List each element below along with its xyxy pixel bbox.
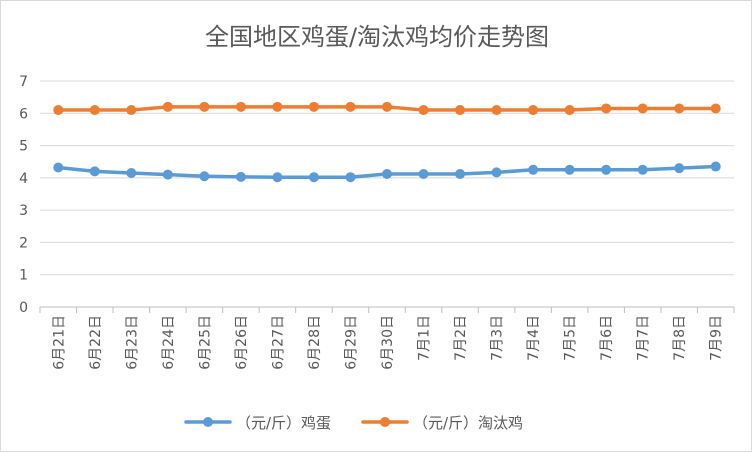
x-tick-label: 6月23日 xyxy=(124,315,140,370)
x-tick-label: 7月5日 xyxy=(563,315,579,361)
data-point xyxy=(455,105,466,116)
data-point xyxy=(308,172,319,183)
data-point xyxy=(564,164,575,175)
data-point xyxy=(199,101,210,112)
data-point xyxy=(53,105,64,116)
legend-swatch-marker xyxy=(203,417,213,427)
data-point xyxy=(89,105,100,116)
x-tick-label: 6月21日 xyxy=(51,315,67,370)
chart-title: 全国地区鸡蛋/淘汰鸡均价走势图 xyxy=(205,23,549,51)
data-point xyxy=(491,105,502,116)
data-point xyxy=(272,172,283,183)
data-point xyxy=(126,168,137,179)
data-point xyxy=(528,164,539,175)
data-point xyxy=(162,101,173,112)
data-point xyxy=(272,101,283,112)
x-tick-label: 7月8日 xyxy=(672,315,688,361)
x-tick-label: 7月3日 xyxy=(490,315,506,361)
legend-label: （元/斤）淘汰鸡 xyxy=(413,414,523,432)
data-point xyxy=(674,163,685,174)
data-point xyxy=(455,168,466,179)
data-point xyxy=(418,168,429,179)
x-tick-label: 6月22日 xyxy=(88,315,104,370)
x-tick-label: 7月9日 xyxy=(709,315,725,361)
x-tick-label: 6月26日 xyxy=(234,315,250,370)
x-tick-label: 6月30日 xyxy=(380,315,396,370)
x-tick-label: 6月24日 xyxy=(161,315,177,370)
x-tick-label: 7月4日 xyxy=(526,315,542,361)
data-point xyxy=(601,164,612,175)
data-point xyxy=(710,161,721,172)
data-point xyxy=(418,105,429,116)
data-point xyxy=(345,101,356,112)
x-tick-label: 6月25日 xyxy=(197,315,213,370)
legend-label: （元/斤）鸡蛋 xyxy=(236,414,331,432)
data-point xyxy=(491,167,502,178)
data-point xyxy=(53,162,64,173)
data-point xyxy=(308,101,319,112)
data-point xyxy=(382,101,392,112)
data-point xyxy=(89,166,100,177)
x-tick-label: 7月7日 xyxy=(636,315,652,361)
grid-lines xyxy=(40,80,734,276)
legend: （元/斤）鸡蛋 （元/斤）淘汰鸡 xyxy=(184,414,523,432)
y-tick-label: 4 xyxy=(19,171,28,187)
series-layer xyxy=(53,101,721,183)
data-point xyxy=(345,172,356,183)
y-tick-label: 6 xyxy=(19,106,28,122)
x-tick-label: 6月28日 xyxy=(307,315,323,370)
x-tick-label: 7月2日 xyxy=(453,315,469,361)
y-tick-label: 5 xyxy=(19,139,28,155)
data-point xyxy=(637,164,648,175)
data-point xyxy=(601,103,612,114)
x-tick-label: 6月27日 xyxy=(270,315,286,370)
data-point xyxy=(235,171,246,182)
data-point xyxy=(126,105,137,116)
x-tick-label: 7月1日 xyxy=(417,315,433,361)
x-tick-label: 6月29日 xyxy=(343,315,359,370)
y-tick-label: 1 xyxy=(19,268,28,284)
y-tick-label: 0 xyxy=(19,300,28,316)
data-point xyxy=(199,171,210,182)
y-tick-label: 7 xyxy=(19,74,28,90)
data-point xyxy=(528,105,539,116)
data-point xyxy=(382,168,392,179)
axes: 0 1 2 3 4 5 6 7 6月21日 6月22日 6月23日 6月24日 6月25日 6月26日 6月… xyxy=(19,74,735,370)
y-tick-label: 2 xyxy=(19,235,28,251)
data-point xyxy=(674,103,685,114)
y-tick-label: 3 xyxy=(19,203,28,219)
legend-swatch-marker xyxy=(380,417,390,427)
data-point xyxy=(235,101,246,112)
data-point xyxy=(710,103,721,114)
data-point xyxy=(564,105,575,116)
data-point xyxy=(637,103,648,114)
x-tick-label: 7月6日 xyxy=(599,315,615,361)
data-point xyxy=(162,169,173,180)
